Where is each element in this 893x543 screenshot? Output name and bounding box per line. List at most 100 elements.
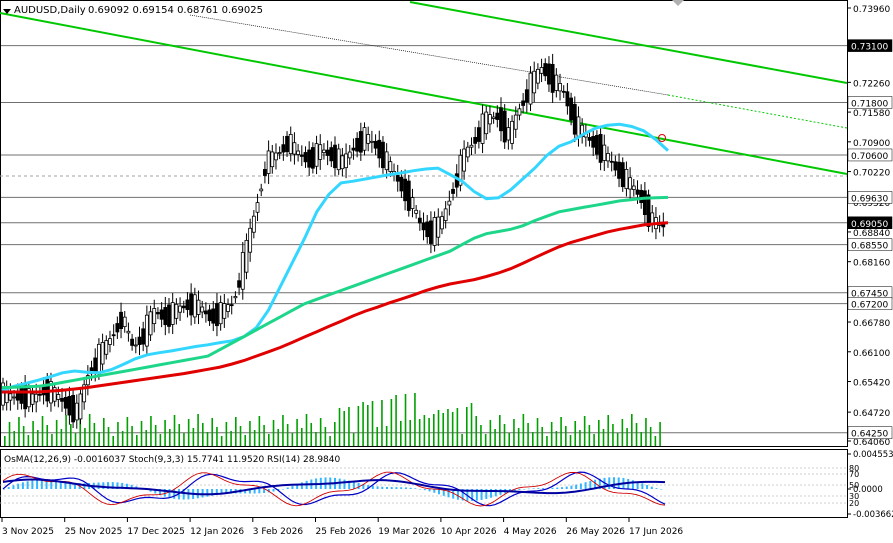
volume-bar (286, 424, 289, 446)
volume-bar (357, 406, 360, 446)
candle-body (451, 188, 455, 194)
candle-body (137, 336, 142, 345)
volume-bar (117, 422, 119, 446)
candle-body (56, 394, 61, 400)
price-tick-label: 0.69520 (853, 199, 890, 209)
osma-bar (594, 479, 597, 489)
osma-bar (386, 486, 389, 489)
osma-bar (40, 480, 43, 489)
volume-bar (621, 419, 624, 446)
osma-bar (267, 489, 270, 493)
osc-level-label: 20 (849, 499, 859, 508)
volume-bar (319, 418, 322, 446)
osma-bar (471, 489, 474, 501)
volume-bar (343, 411, 346, 446)
volume-bar (654, 436, 657, 446)
volume-bar (282, 415, 284, 446)
volume-bar (659, 422, 661, 446)
osma-bar (211, 489, 214, 496)
osma-bar (258, 489, 261, 494)
candle-body (152, 308, 157, 325)
candle-body (358, 131, 363, 153)
volume-bar (588, 425, 591, 446)
volume-bar (88, 414, 91, 446)
volume-bar (395, 395, 397, 446)
candle-body (381, 141, 385, 169)
osma-bar (589, 480, 592, 489)
volume-bar (555, 431, 558, 446)
osma-bar (400, 487, 403, 489)
price-tick-label: 0.70220 (853, 169, 890, 179)
candle-body (148, 311, 153, 336)
candle-body (421, 222, 426, 231)
osma-bar (556, 487, 559, 489)
osma-bar (636, 481, 639, 489)
level-label-box (847, 39, 893, 52)
candle-body (122, 316, 127, 328)
osma-bar (655, 488, 658, 489)
volume-bar (296, 419, 298, 446)
candle-body (71, 394, 75, 423)
candle-body (170, 302, 175, 325)
candle-body (8, 393, 13, 401)
volume-bar (13, 431, 16, 446)
osma-bar (21, 482, 24, 489)
candle-body (26, 388, 31, 408)
candle-body (322, 149, 326, 153)
volume-bar (84, 428, 86, 446)
volume-bar (645, 418, 647, 446)
osma-bar (59, 481, 62, 489)
osma-bar (338, 478, 341, 489)
volume-bar (211, 418, 214, 446)
candle-body (646, 194, 651, 227)
candle-body (436, 216, 441, 238)
osma-bar (475, 489, 478, 501)
candle-body (285, 135, 289, 153)
volume-bar (362, 402, 364, 446)
candle-body (506, 127, 511, 141)
candle-body (244, 239, 249, 273)
osma-bar (641, 483, 644, 489)
candle-body (606, 153, 610, 162)
osma-bar (17, 483, 20, 489)
oscillator-panel-frame (0, 449, 848, 518)
volume-bar (428, 418, 430, 446)
volume-bar (18, 417, 20, 446)
candle-body (388, 161, 393, 172)
volume-bar (60, 429, 63, 446)
candle-body (524, 89, 529, 103)
collapse-triangle-icon[interactable] (3, 9, 11, 14)
level-label: 0.69630 (851, 194, 888, 204)
candle-body (229, 304, 234, 307)
level-labels: 0.73100 0.71800 0.70600 0.69630 0.69050 0.685… (847, 39, 893, 440)
osma-bar (447, 489, 450, 498)
candle-body (215, 303, 219, 327)
candle-body (484, 111, 489, 135)
candle-body (395, 174, 400, 182)
volume-bar (466, 407, 468, 446)
price-tick-label: 0.66100 (853, 349, 890, 359)
candle-body (329, 147, 334, 162)
candle-body (226, 304, 230, 312)
price-tick-label: 0.68160 (853, 259, 890, 269)
candle-body (299, 154, 304, 157)
candle-body (211, 308, 216, 324)
volume-bar (404, 394, 407, 446)
osma-bar (291, 485, 294, 489)
osma-bar (646, 485, 649, 489)
volume-bar (310, 423, 313, 446)
candle-body (517, 108, 522, 116)
candle-body (115, 323, 120, 333)
osc-level-label: 70 (849, 470, 859, 479)
volume-bar (508, 433, 511, 446)
osma-bar (263, 489, 266, 493)
candle-body (351, 147, 356, 151)
volume-bar (635, 423, 638, 446)
volume-bar (517, 428, 520, 446)
level-label: 0.68550 (851, 242, 888, 252)
chart-shift-marker-icon[interactable] (672, 0, 684, 6)
osma-bar (300, 482, 303, 489)
volume-bar (145, 430, 148, 446)
